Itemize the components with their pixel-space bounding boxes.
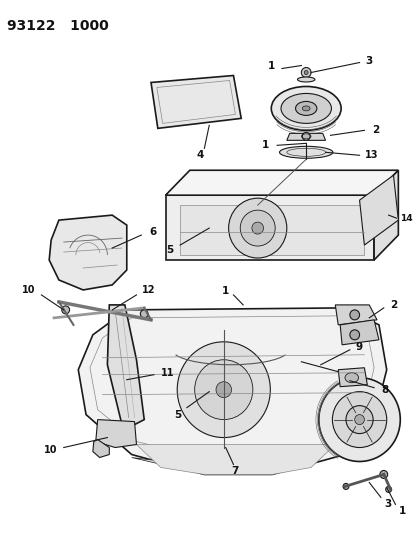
Text: 12: 12 [142, 285, 155, 295]
Text: 1: 1 [221, 286, 229, 296]
Text: 11: 11 [160, 368, 174, 378]
Ellipse shape [344, 373, 358, 383]
Polygon shape [93, 440, 109, 457]
Circle shape [349, 330, 358, 340]
Circle shape [177, 342, 270, 438]
Text: 3: 3 [365, 55, 372, 66]
Polygon shape [373, 170, 397, 260]
Text: 10: 10 [22, 285, 36, 295]
Polygon shape [339, 320, 378, 345]
Polygon shape [286, 133, 325, 140]
Ellipse shape [295, 101, 316, 116]
Circle shape [379, 471, 387, 479]
Circle shape [228, 198, 286, 258]
Ellipse shape [271, 86, 340, 131]
Text: 8: 8 [380, 385, 387, 394]
Text: 5: 5 [166, 245, 173, 255]
Text: 3: 3 [384, 499, 391, 510]
Text: 4: 4 [196, 150, 204, 160]
Text: 7: 7 [231, 466, 239, 477]
Circle shape [332, 392, 386, 448]
Polygon shape [180, 205, 363, 255]
Text: 2: 2 [389, 300, 397, 310]
Polygon shape [165, 170, 397, 195]
Circle shape [304, 70, 307, 75]
Polygon shape [337, 368, 366, 386]
Circle shape [342, 483, 348, 489]
Polygon shape [136, 445, 335, 474]
Text: 6: 6 [149, 227, 156, 237]
Text: 5: 5 [173, 410, 180, 419]
Circle shape [216, 382, 231, 398]
Text: 10: 10 [43, 445, 57, 455]
Text: 13: 13 [365, 150, 378, 160]
Text: 1: 1 [267, 61, 275, 70]
Circle shape [345, 406, 372, 433]
Polygon shape [165, 195, 373, 260]
Polygon shape [335, 305, 376, 325]
Circle shape [251, 222, 263, 234]
Circle shape [318, 378, 399, 462]
Text: 14: 14 [399, 214, 412, 223]
Circle shape [240, 210, 275, 246]
Ellipse shape [280, 93, 331, 123]
Ellipse shape [301, 106, 309, 111]
Text: 93122   1000: 93122 1000 [7, 19, 109, 33]
Polygon shape [358, 175, 397, 245]
Polygon shape [107, 305, 144, 425]
Circle shape [301, 132, 309, 140]
Polygon shape [49, 215, 126, 290]
Circle shape [301, 68, 310, 77]
Polygon shape [95, 419, 136, 448]
Text: 9: 9 [355, 342, 362, 352]
Circle shape [194, 360, 252, 419]
Circle shape [349, 310, 358, 320]
Ellipse shape [279, 147, 332, 158]
Polygon shape [131, 457, 272, 474]
Polygon shape [78, 308, 386, 474]
Text: 1: 1 [397, 506, 405, 516]
Circle shape [62, 306, 69, 314]
Circle shape [354, 415, 363, 425]
Circle shape [140, 310, 148, 318]
Ellipse shape [297, 77, 314, 82]
Text: 2: 2 [371, 125, 378, 135]
Polygon shape [151, 76, 241, 128]
Text: 1: 1 [261, 140, 269, 150]
Circle shape [385, 487, 391, 492]
